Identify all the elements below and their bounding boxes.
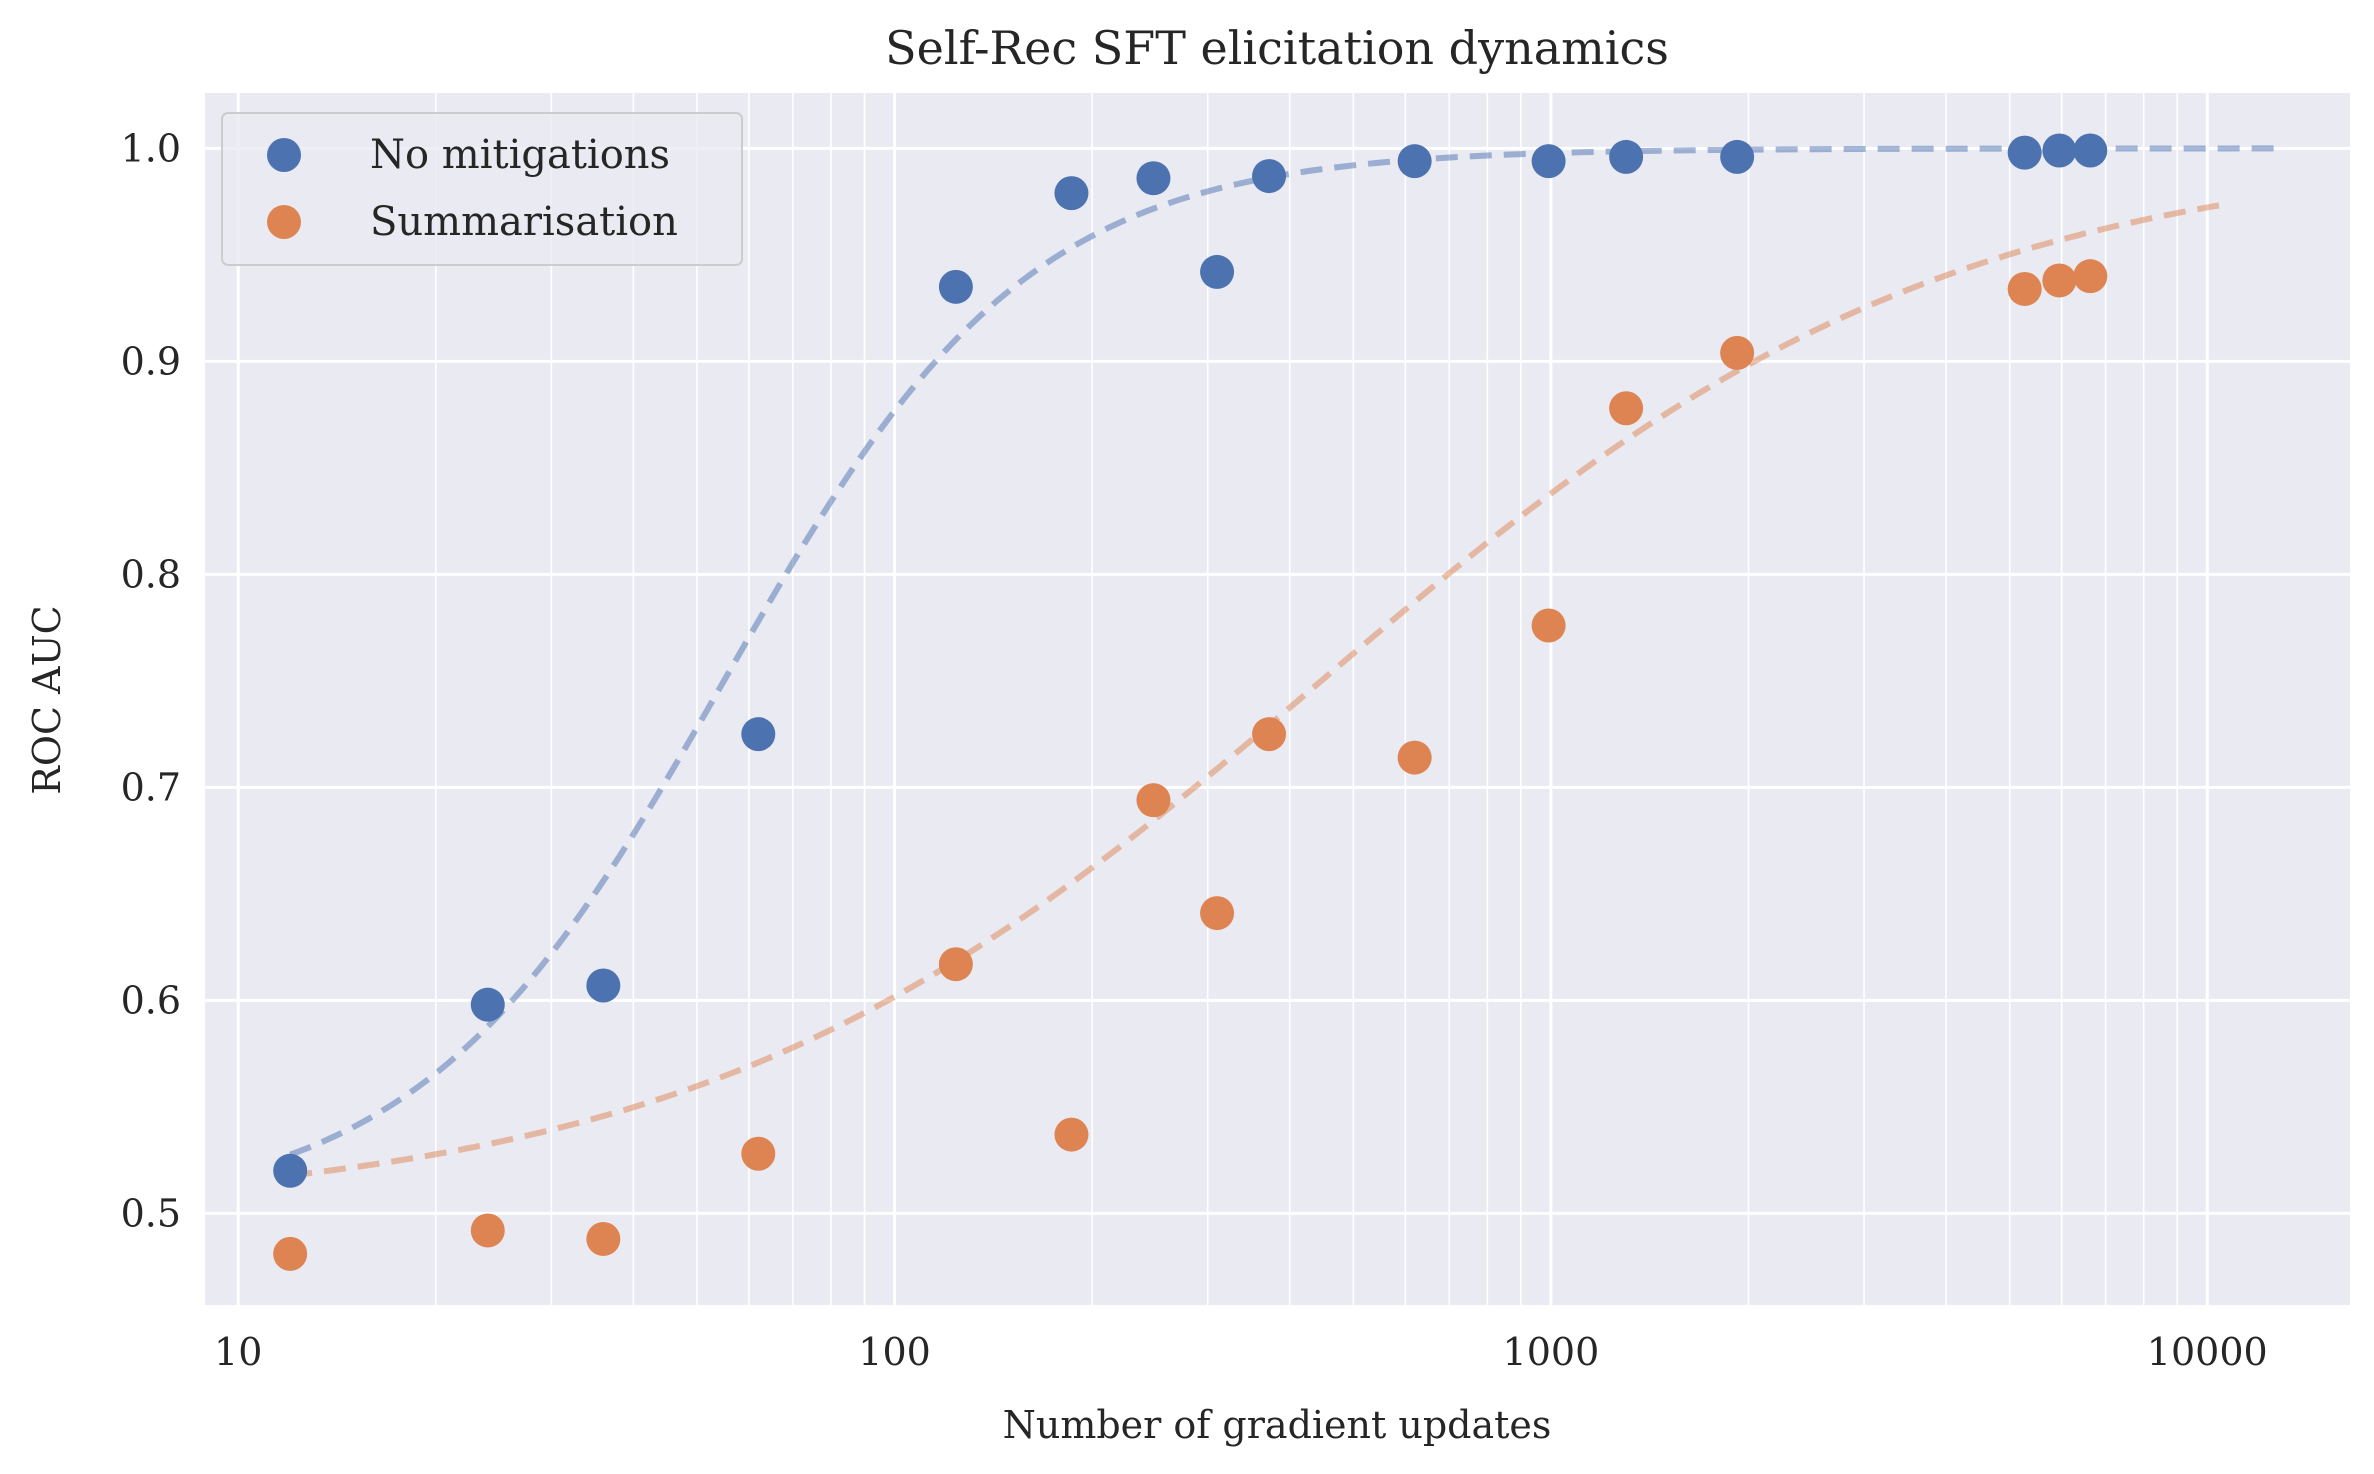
x-axis-label: Number of gradient updates (1003, 1403, 1552, 1447)
y-tick-label: 0.9 (121, 339, 181, 383)
fit-curve-series-0 (289, 145, 2283, 1158)
y-tick-label: 0.7 (121, 765, 181, 809)
y-axis-label: ROC AUC (25, 605, 69, 794)
x-tick-labels: 10 100 1000 10000 (214, 1330, 2268, 1374)
legend-marker-no-mitigations (267, 138, 301, 172)
legend-label-summarisation: Summarisation (370, 199, 678, 245)
point-series-1 (2042, 263, 2077, 298)
fit-curves (289, 145, 2283, 1179)
y-tick-labels: 0.5 0.6 0.7 0.8 0.9 1.0 (121, 126, 181, 1235)
point-series-1 (741, 1136, 776, 1171)
point-series-0 (273, 1153, 308, 1188)
point-series-1 (586, 1221, 621, 1256)
point-series-0 (938, 269, 973, 304)
point-series-0 (1252, 159, 1287, 194)
point-series-0 (1397, 144, 1432, 179)
point-series-1 (470, 1213, 505, 1248)
point-series-1 (1397, 740, 1432, 775)
point-series-1 (2007, 271, 2042, 306)
point-series-0 (1531, 144, 1566, 179)
point-series-0 (2042, 133, 2077, 168)
point-series-0 (2007, 135, 2042, 170)
point-series-0 (1720, 139, 1755, 174)
x-tick-label: 10 (214, 1330, 262, 1374)
point-series-0 (586, 968, 621, 1003)
legend-box (221, 112, 743, 266)
point-series-1 (1136, 783, 1171, 818)
point-series-0 (1200, 254, 1235, 289)
point-series-1 (1609, 391, 1644, 426)
point-series-0 (1054, 176, 1089, 211)
point-series-0 (2073, 133, 2108, 168)
point-series-1 (2073, 259, 2108, 294)
y-tick-label: 0.6 (121, 978, 181, 1022)
y-tick-label: 0.5 (121, 1191, 181, 1235)
data-points (273, 133, 2108, 1271)
point-series-0 (470, 987, 505, 1022)
point-series-0 (741, 717, 776, 752)
chart-title: Self-Rec SFT elicitation dynamics (885, 21, 1669, 75)
point-series-1 (1252, 717, 1287, 752)
point-series-1 (1720, 335, 1755, 370)
legend-label-no-mitigations: No mitigations (370, 132, 670, 178)
x-tick-label: 100 (858, 1330, 931, 1374)
plot-area (205, 93, 2350, 1305)
point-series-0 (1136, 161, 1171, 196)
point-series-1 (1200, 896, 1235, 931)
point-series-1 (1054, 1117, 1089, 1152)
point-series-1 (938, 947, 973, 982)
x-tick-label: 1000 (1503, 1330, 1600, 1374)
minor-gridlines (434, 93, 2179, 1305)
point-series-0 (1609, 139, 1644, 174)
point-series-1 (273, 1236, 308, 1271)
point-series-1 (1531, 608, 1566, 643)
x-tick-label: 10000 (2147, 1330, 2268, 1374)
legend: No mitigations Summarisation (221, 112, 743, 266)
y-tick-label: 1.0 (121, 126, 181, 170)
legend-marker-summarisation (267, 205, 301, 239)
y-tick-label: 0.8 (121, 552, 181, 596)
